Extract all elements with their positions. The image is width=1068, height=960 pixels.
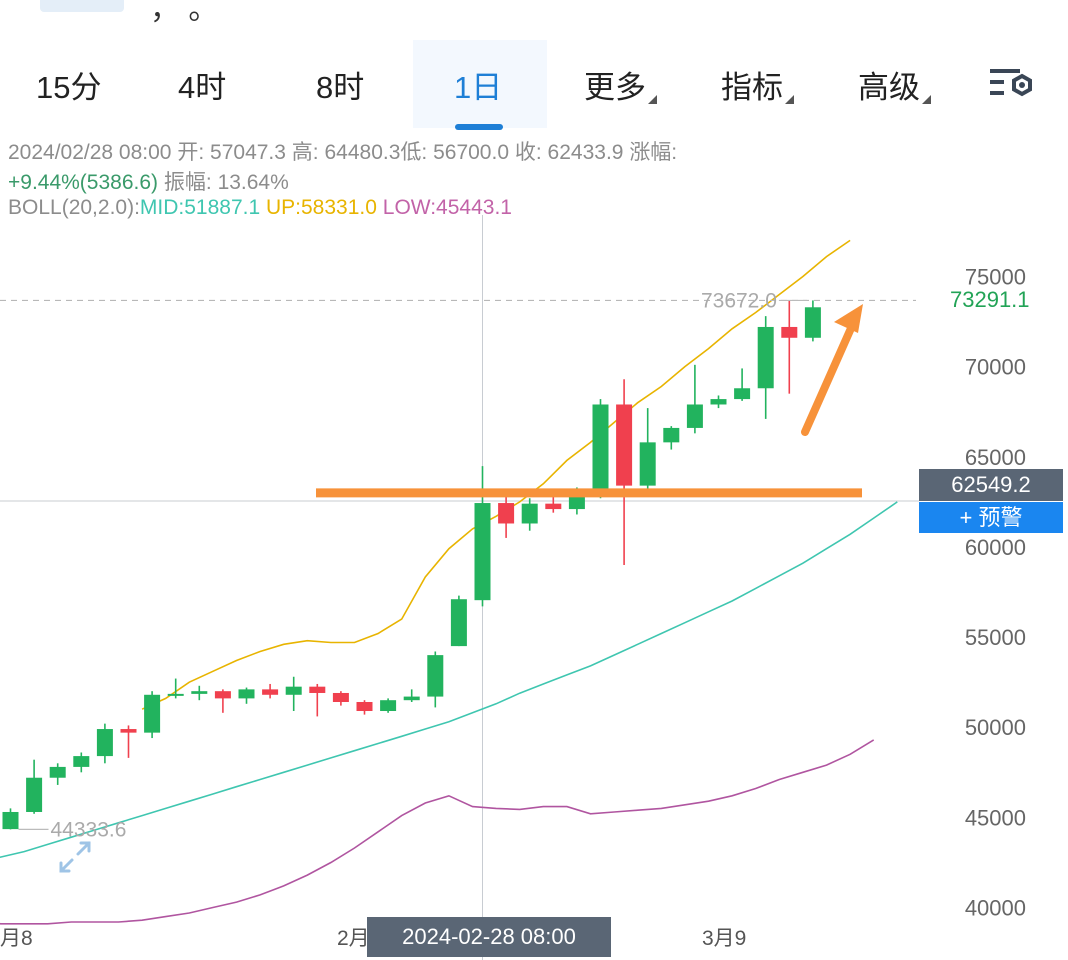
- add-alert-button[interactable]: + 预警: [919, 502, 1063, 533]
- info-high-label: 高:: [291, 141, 319, 164]
- tab-indicators-label: 指标: [721, 70, 783, 105]
- info-amp-label: 振幅:: [163, 171, 212, 194]
- candle-body: [167, 693, 184, 696]
- trend-arrow-shaft: [801, 322, 856, 436]
- candle-body: [498, 503, 515, 524]
- y-tick-label: 60000: [965, 535, 1026, 560]
- info-low: 56700.0: [433, 141, 510, 164]
- candle-body: [804, 307, 821, 338]
- info-change-label: 涨幅:: [629, 141, 678, 164]
- boll-label: BOLL(20,2.0):: [8, 196, 140, 219]
- candle-body: [757, 326, 774, 389]
- x-tick-label: 月8: [0, 927, 33, 950]
- candle-body: [96, 729, 113, 757]
- crosshair-price-tag: 62549.2: [919, 469, 1063, 501]
- candle-body: [2, 811, 19, 830]
- info-low-label: 低:: [400, 141, 428, 164]
- tab-4h[interactable]: 4时: [178, 70, 227, 105]
- y-tick-label: 45000: [965, 805, 1026, 830]
- info-open-label: 开:: [177, 141, 205, 164]
- y-tick-label: 65000: [965, 445, 1026, 470]
- candle-body: [734, 388, 751, 400]
- candle-body: [403, 696, 420, 701]
- crosshair-date-tag: 2024-02-28 08:00: [367, 917, 611, 957]
- info-datetime: 2024/02/28 08:00: [8, 141, 172, 164]
- candle-body: [427, 655, 444, 697]
- candle-body: [592, 404, 609, 493]
- candle-body: [616, 404, 633, 486]
- tab-8h[interactable]: 8时: [316, 70, 365, 105]
- info-change: +9.44%(5386.6): [8, 171, 159, 194]
- info-high: 64480.3: [324, 141, 401, 164]
- y-tick-label: 75000: [965, 264, 1026, 289]
- candle-body: [663, 427, 680, 443]
- expand-arrows-icon[interactable]: [56, 838, 94, 876]
- candle-body: [686, 404, 703, 428]
- caret-icon: [922, 95, 931, 104]
- change-info-line: +9.44%(5386.6) 振幅: 13.64%: [8, 166, 289, 196]
- top-header-strip: ， 。: [0, 0, 1068, 28]
- candle-body: [49, 766, 66, 778]
- candle-body: [521, 503, 538, 524]
- boll-mid: MID:51887.1: [139, 196, 261, 219]
- candle-body: [710, 399, 727, 405]
- candle-body: [191, 691, 208, 694]
- candle-body: [214, 691, 231, 699]
- info-close: 62433.9: [547, 141, 624, 164]
- candle-body: [238, 689, 255, 699]
- candle-body: [285, 686, 302, 695]
- tab-1d[interactable]: 1日: [454, 70, 503, 105]
- candle-body: [262, 689, 279, 695]
- tab-more-label: 更多: [584, 70, 646, 105]
- x-tick-label: 2月: [337, 927, 370, 950]
- candle-body: [120, 729, 137, 733]
- candle-body: [545, 503, 562, 510]
- period-tabs: 15分 4时 8时 1日 更多 指标 高级: [0, 40, 1068, 130]
- boll-up: UP:58331.0: [266, 196, 377, 219]
- tab-active-background: [413, 40, 547, 128]
- low-marker-label: 44333.6: [51, 818, 127, 841]
- tab-advanced-label: 高级: [858, 70, 920, 105]
- candle-body: [356, 701, 373, 712]
- last-price-label: 73291.1: [950, 287, 1030, 312]
- candle-body: [474, 503, 491, 601]
- info-amp: 13.64%: [217, 171, 289, 194]
- y-tick-label: 40000: [965, 896, 1026, 921]
- ohlc-info-line: 2024/02/28 08:00 开: 57047.3 高: 64480.3低:…: [8, 136, 677, 166]
- boll-mid-line: [0, 501, 898, 859]
- tab-more[interactable]: 更多: [584, 62, 657, 107]
- candle-body: [380, 700, 397, 712]
- header-text: ， 。: [150, 0, 219, 26]
- candle-body: [26, 777, 43, 812]
- tab-15min[interactable]: 15分: [36, 70, 102, 105]
- candle-body: [73, 756, 90, 767]
- info-close-label: 收:: [514, 141, 542, 164]
- x-tick-label: 3月9: [702, 927, 746, 950]
- trend-arrow-head: [834, 304, 863, 333]
- candle-body: [450, 599, 467, 647]
- caret-icon: [785, 95, 794, 104]
- high-marker-label: 73672.0: [701, 289, 777, 312]
- boll-upper-line: [141, 239, 851, 710]
- caret-icon: [648, 95, 657, 104]
- tab-active-underline: [455, 124, 503, 130]
- y-tick-label: 55000: [965, 625, 1026, 650]
- boll-low: LOW:45443.1: [382, 196, 512, 219]
- candle-body: [332, 692, 349, 702]
- y-tick-label: 50000: [965, 715, 1026, 740]
- candle-body: [309, 686, 326, 693]
- candle-body: [144, 694, 161, 733]
- candle-body: [639, 442, 656, 486]
- candle-body: [781, 326, 798, 338]
- boll-info-line: BOLL(20,2.0):MID:51887.1 UP:58331.0 LOW:…: [8, 196, 512, 220]
- header-chip: [40, 0, 124, 12]
- chart-settings-icon[interactable]: [988, 66, 1038, 106]
- boll-lower-line: [0, 739, 875, 925]
- info-open: 57047.3: [210, 141, 286, 164]
- y-tick-label: 70000: [965, 355, 1026, 380]
- tab-indicators[interactable]: 指标: [721, 62, 794, 107]
- tab-advanced[interactable]: 高级: [858, 62, 931, 107]
